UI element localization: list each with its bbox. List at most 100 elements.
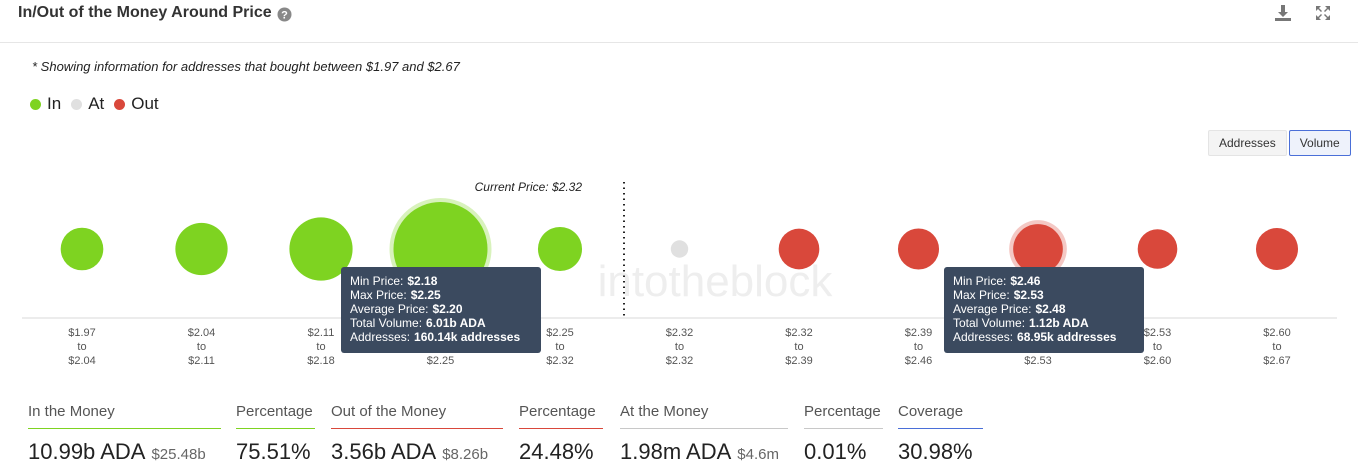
summary-label: Coverage [898,403,983,429]
toggle-button[interactable]: Addresses [1208,130,1287,156]
toggle-button[interactable]: Volume [1288,130,1351,156]
tooltip-value: 160.14k addresses [414,330,520,344]
summary-item: Percentage 75.51% [236,403,315,465]
tooltip-row: Min Price: $2.46 [953,274,1041,288]
bubble [670,240,689,258]
x-tick-label: $2.39 [905,327,933,339]
x-tick-label: to [794,341,803,353]
x-tick-label: $1.97 [68,327,96,339]
x-tick-label: $2.04 [68,355,96,367]
x-tick-label: $2.53 [1144,327,1172,339]
bubble [175,222,228,276]
x-tick-label: $2.11 [188,355,215,367]
tooltip-label: Min Price: [953,274,1006,288]
legend-item: In [30,94,61,114]
tooltip-row: Total Volume: 1.12b ADA [953,316,1089,330]
tooltip-label: Max Price: [953,288,1010,302]
summary-item: At the Money 1.98m ADA $4.6m [620,403,788,465]
x-tick-label: to [675,341,684,353]
x-tick-label: $2.39 [785,355,813,367]
summary-amount: 24.48% [519,439,594,464]
x-tick-label: $2.25 [427,355,455,367]
summary-label: Percentage [236,403,315,429]
summary-label: Out of the Money [331,403,503,429]
x-tick-label: $2.04 [188,327,216,339]
legend-item: Out [114,94,159,114]
summary-value: 10.99b ADA $25.48b [28,439,221,465]
summary-value: 0.01% [804,439,883,465]
tooltip-row: Min Price: $2.18 [350,274,438,288]
tooltip-value: $2.48 [1036,302,1066,316]
tooltip-value: $2.53 [1014,288,1044,302]
annotation: Current Price: $2.32 [475,180,583,194]
summary-amount: 10.99b ADA [28,439,146,464]
help-icon[interactable]: ? [277,7,292,22]
x-tick-label: to [1272,341,1281,353]
legend: In At Out [30,94,159,114]
x-tick-label: to [316,341,325,353]
divider [0,42,1358,43]
tooltip-row: Addresses: 160.14k addresses [350,330,520,344]
x-tick-label: $2.53 [1024,355,1052,367]
expand-icon[interactable] [1315,5,1331,21]
summary-item: Percentage 24.48% [519,403,603,465]
x-tick-label: $2.11 [308,327,335,339]
summary-value: 1.98m ADA $4.6m [620,439,788,465]
tooltip-row: Max Price: $2.25 [350,288,441,302]
tooltip-box [944,267,1144,353]
bubble [1137,229,1178,269]
download-icon[interactable] [1274,4,1292,22]
tooltip-value: 1.12b ADA [1029,316,1089,330]
tooltip-label: Min Price: [350,274,403,288]
summary-label: Percentage [519,403,603,429]
summary-label: In the Money [28,403,221,429]
tooltip-label: Average Price: [350,302,429,316]
tooltip-value: 68.95k addresses [1017,330,1117,344]
x-tick-label: $2.32 [666,327,694,339]
bubble [60,227,104,271]
legend-label: Out [131,94,159,113]
x-tick-label: $2.32 [666,355,694,367]
summary-item: Percentage 0.01% [804,403,883,465]
note: * Showing information for addresses that… [32,59,460,74]
x-tick-label: to [555,341,564,353]
bubble [289,217,353,281]
summary-amount: 3.56b ADA [331,439,437,464]
x-tick-label: to [1153,341,1162,353]
summary-value: 30.98% [898,439,983,465]
summary-item: In the Money 10.99b ADA $25.48b [28,403,221,465]
tooltip-row: Average Price: $2.48 [953,302,1066,316]
x-tick-label: $2.25 [546,327,574,339]
legend-dot [71,98,83,110]
summary-item: Coverage 30.98% [898,403,983,465]
summary-amount: 30.98% [898,439,973,464]
x-tick-label: $2.18 [307,355,335,367]
tooltip-label: Max Price: [350,288,407,302]
tooltip-label: Total Volume: [350,316,422,330]
x-tick-label: $2.60 [1144,355,1172,367]
summary-usd: $25.48b [151,446,206,463]
x-tick-label: $2.32 [546,355,574,367]
summary-value: 3.56b ADA $8.26b [331,439,503,465]
summary-amount: 0.01% [804,439,867,464]
bubble [897,228,940,270]
tooltip-value: $2.25 [411,288,441,302]
legend-label: In [47,94,62,113]
tooltip-row: Addresses: 68.95k addresses [953,330,1117,344]
summary-value: 24.48% [519,439,603,465]
tooltip-label: Addresses: [350,330,410,344]
summary-label: Percentage [804,403,883,429]
tooltip-box [341,267,541,353]
x-tick-label: $2.67 [1263,355,1291,367]
tooltip-label: Addresses: [953,330,1013,344]
toggle-group: Addresses Volume [1208,130,1351,156]
x-tick-label: $2.60 [1263,327,1291,339]
tooltip-row: Total Volume: 6.01b ADA [350,316,486,330]
summary-label: At the Money [620,403,788,429]
legend-item: At [71,94,104,114]
summary-item: Out of the Money 3.56b ADA $8.26b [331,403,503,465]
tooltip-label: Average Price: [953,302,1032,316]
